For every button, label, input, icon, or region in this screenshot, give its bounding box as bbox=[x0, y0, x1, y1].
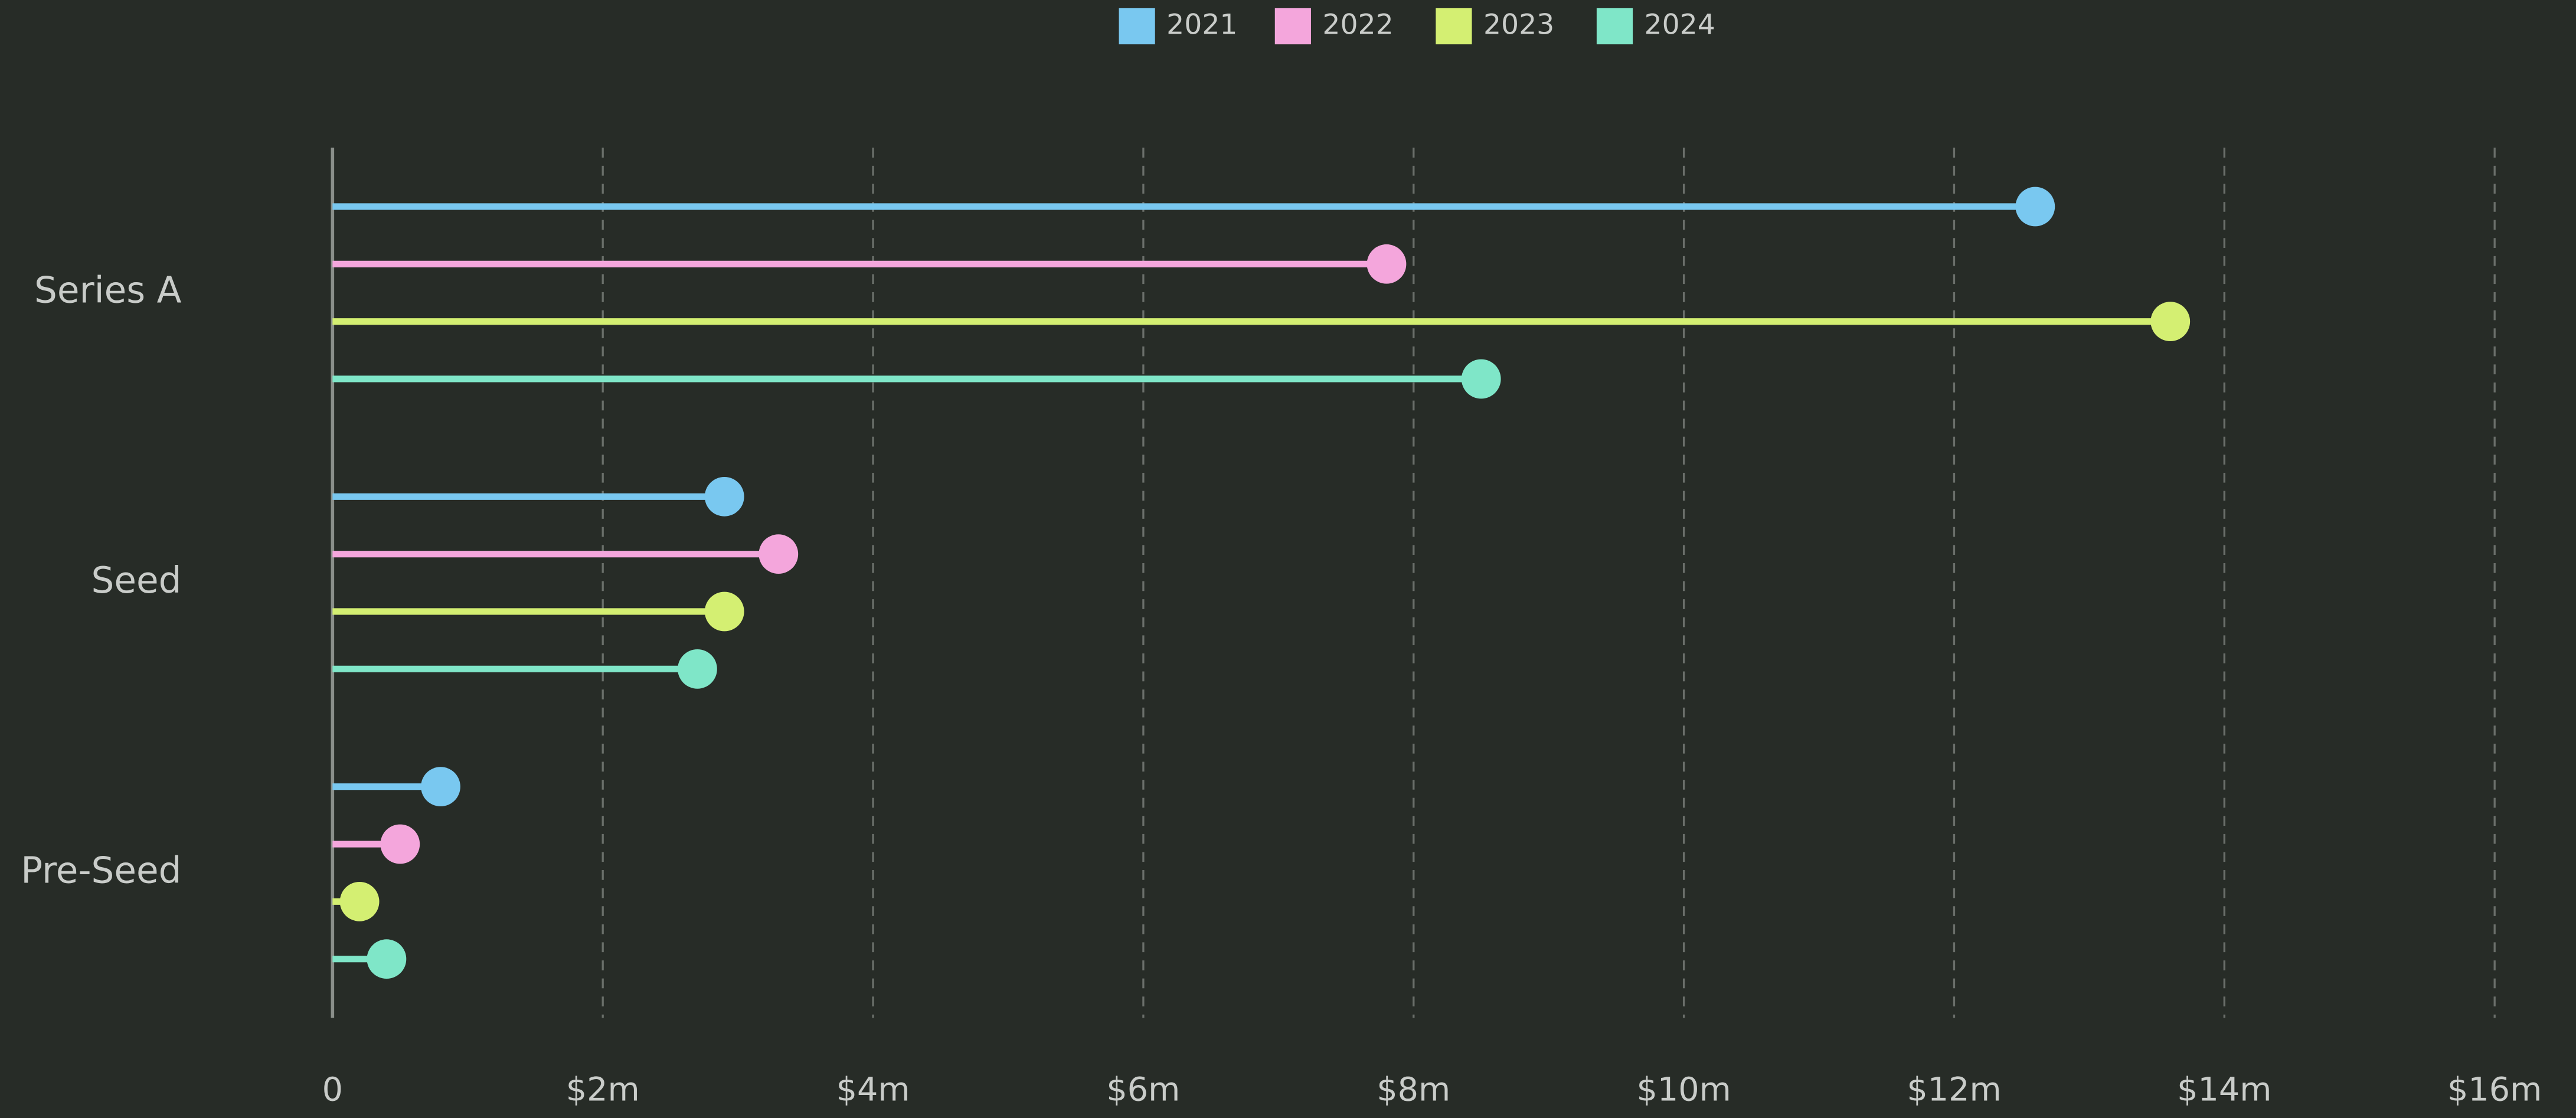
x-tick-label: $16m bbox=[2447, 1071, 2542, 1109]
lollipop-dot bbox=[1367, 244, 1407, 284]
legend-swatch bbox=[1274, 8, 1311, 45]
lollipop-dot bbox=[380, 824, 420, 864]
lollipop-dot bbox=[704, 476, 744, 516]
legend-label: 2022 bbox=[1322, 8, 1393, 41]
legend-label: 2021 bbox=[1166, 8, 1237, 41]
category-label: Seed bbox=[91, 560, 182, 602]
lollipop-dot bbox=[2150, 302, 2191, 342]
lollipop-dot bbox=[421, 767, 460, 807]
x-tick-label: $14m bbox=[2177, 1071, 2271, 1109]
category-label: Series A bbox=[34, 270, 182, 312]
category-label: Pre-Seed bbox=[21, 849, 181, 891]
x-tick-label: $2m bbox=[566, 1071, 640, 1109]
legend-label: 2023 bbox=[1483, 8, 1554, 41]
lollipop-dot bbox=[339, 881, 380, 921]
lollipop-dot bbox=[704, 591, 744, 632]
legend-swatch bbox=[1436, 8, 1472, 45]
lollipop-dot bbox=[2015, 187, 2055, 227]
legend-label: 2024 bbox=[1645, 8, 1715, 41]
x-tick-label: 0 bbox=[322, 1071, 343, 1109]
x-tick-label: $10m bbox=[1636, 1071, 1731, 1109]
x-tick-label: $12m bbox=[1907, 1071, 2001, 1109]
legend-swatch bbox=[1596, 8, 1633, 45]
x-tick-label: $4m bbox=[836, 1071, 910, 1109]
lollipop-dot bbox=[367, 939, 407, 979]
lollipop-dot bbox=[1461, 359, 1501, 399]
lollipop-dot bbox=[678, 649, 717, 689]
x-tick-label: $6m bbox=[1106, 1071, 1180, 1109]
legend-swatch bbox=[1119, 8, 1155, 45]
lollipop-dot bbox=[759, 534, 799, 574]
x-tick-label: $8m bbox=[1377, 1071, 1450, 1109]
